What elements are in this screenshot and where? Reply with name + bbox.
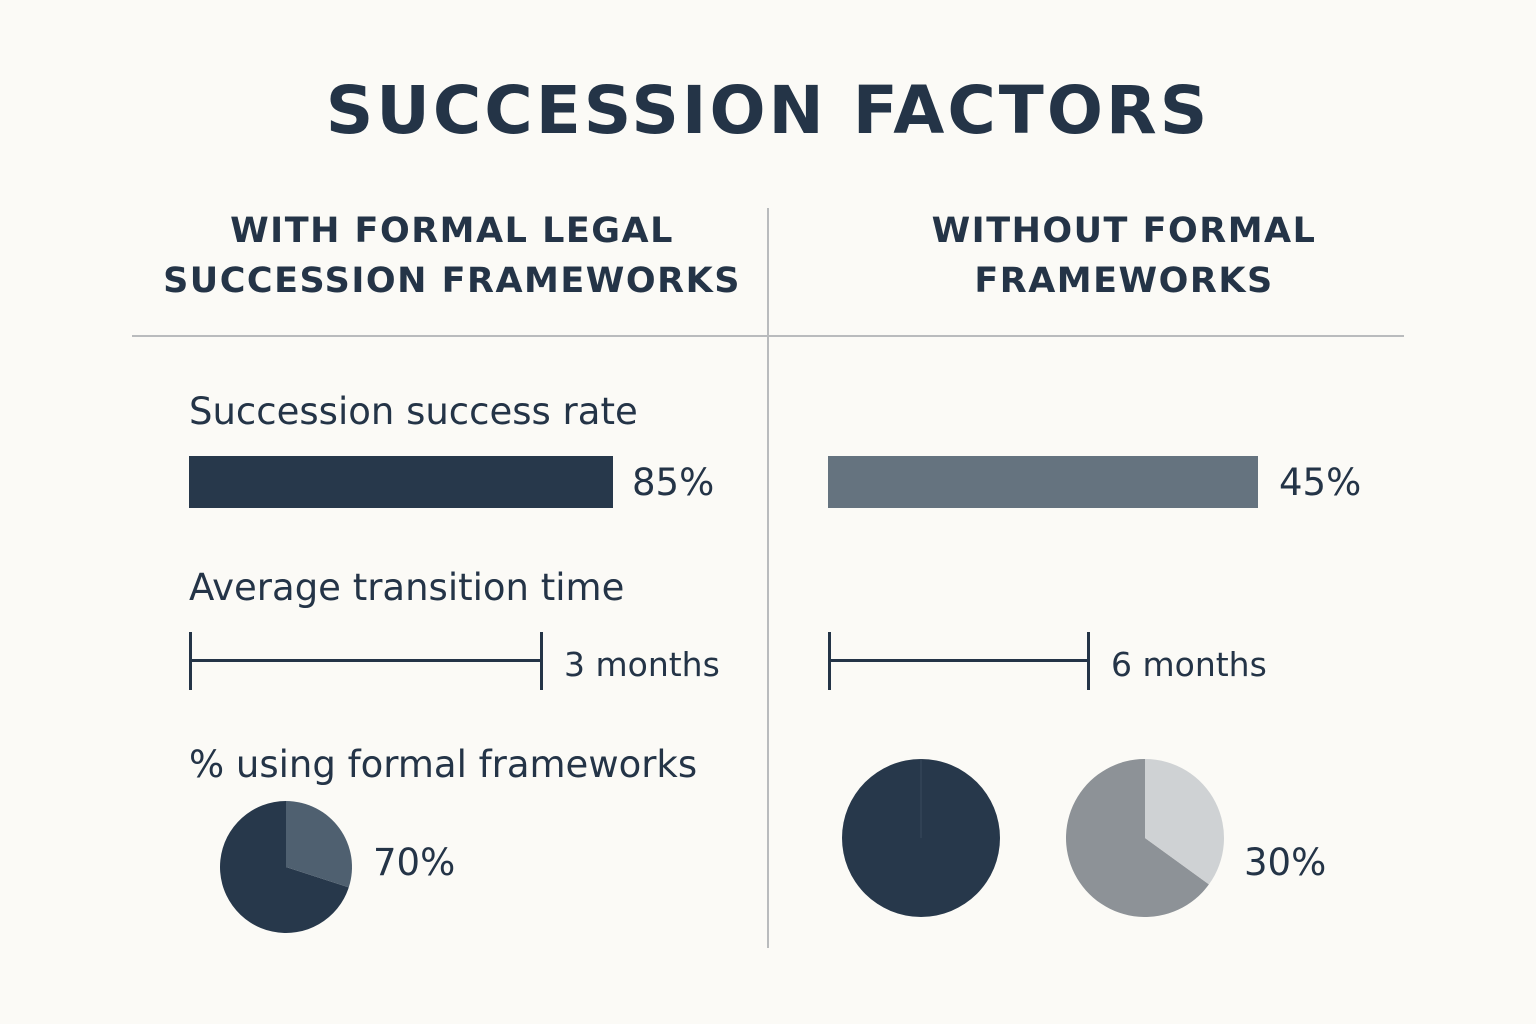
column-header-with-line2: SUCCESSION FRAMEWORKS (163, 261, 741, 301)
formal-use-pie-without-b (1066, 759, 1224, 917)
success-rate-value-with: 85% (632, 461, 715, 504)
column-header-without: WITHOUT FORMAL FRAMEWORKS (804, 206, 1444, 306)
formal-use-pie-with (220, 801, 352, 933)
transition-end-tick-without (1087, 632, 1090, 690)
success-rate-bar-with (189, 456, 613, 508)
success-rate-bar-without (828, 456, 1258, 508)
formal-use-value-without: 30% (1244, 841, 1327, 884)
transition-end-tick-with (540, 632, 543, 690)
pie-slice (1145, 759, 1224, 885)
formal-use-value-with: 70% (373, 841, 456, 884)
formal-use-pie-without-a (842, 759, 1000, 917)
pie-slice (220, 801, 349, 933)
column-header-without-line2: FRAMEWORKS (974, 261, 1274, 301)
success-rate-label: Succession success rate (189, 390, 638, 433)
column-divider (767, 208, 769, 948)
transition-line-with (189, 659, 542, 662)
pie-slice (286, 801, 352, 888)
column-header-with: WITH FORMAL LEGAL SUCCESSION FRAMEWORKS (132, 206, 772, 306)
header-divider (132, 335, 1404, 337)
transition-time-label: Average transition time (189, 566, 625, 609)
pie-slice (1066, 759, 1209, 917)
transition-line-without (828, 659, 1089, 662)
column-header-without-line1: WITHOUT FORMAL (931, 211, 1317, 251)
transition-value-without: 6 months (1111, 645, 1267, 684)
transition-value-with: 3 months (564, 645, 720, 684)
page-title: SUCCESSION FACTORS (325, 72, 1211, 149)
formal-use-label: % using formal frameworks (189, 743, 698, 786)
column-header-with-line1: WITH FORMAL LEGAL (230, 211, 674, 251)
success-rate-value-without: 45% (1279, 461, 1362, 504)
